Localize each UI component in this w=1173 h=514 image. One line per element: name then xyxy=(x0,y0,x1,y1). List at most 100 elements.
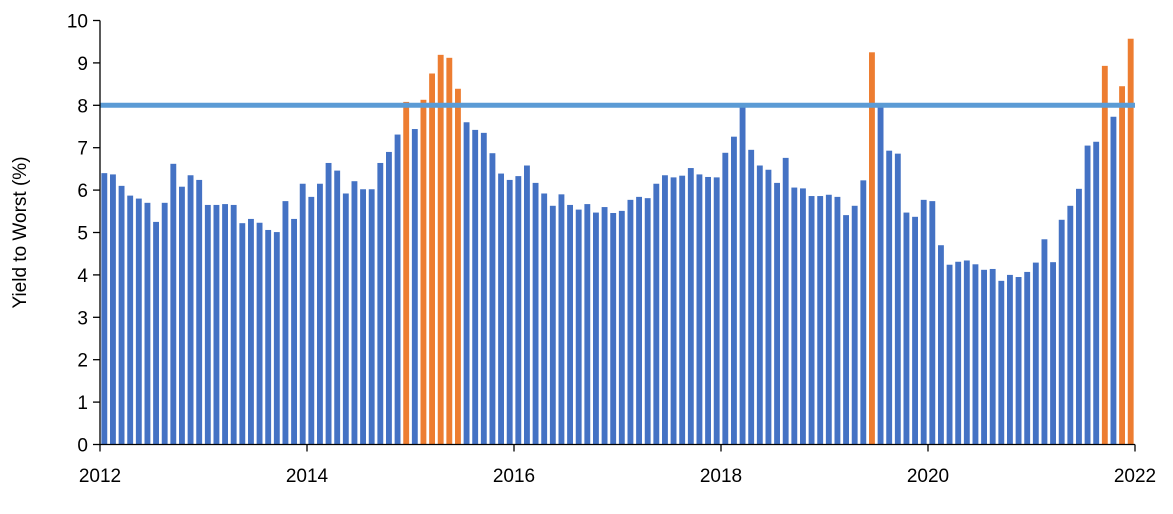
bar xyxy=(894,153,901,445)
bar xyxy=(679,175,686,445)
bar xyxy=(239,223,246,445)
bar xyxy=(420,99,427,445)
bar xyxy=(472,129,479,445)
bar xyxy=(1050,262,1056,445)
bar xyxy=(782,157,789,445)
bar xyxy=(653,183,660,445)
x-tick-label: 2020 xyxy=(907,466,949,487)
bar xyxy=(429,73,435,445)
bar xyxy=(489,153,496,445)
bar xyxy=(722,152,729,445)
bar xyxy=(127,195,134,445)
bar xyxy=(1076,188,1082,445)
bar xyxy=(731,136,737,445)
bar xyxy=(1084,145,1091,445)
bar xyxy=(498,173,504,445)
bar xyxy=(1110,116,1117,445)
bar xyxy=(1127,38,1134,445)
y-tick-label: 4 xyxy=(77,266,88,287)
bar xyxy=(938,245,944,445)
bar xyxy=(644,198,651,445)
bar xyxy=(110,174,116,445)
bar xyxy=(946,264,953,445)
bar xyxy=(670,177,677,445)
bar xyxy=(1032,262,1039,445)
bar xyxy=(593,212,599,445)
bar xyxy=(1015,277,1022,445)
bar xyxy=(575,209,582,445)
bar xyxy=(196,179,203,445)
bar xyxy=(687,168,694,445)
bar xyxy=(377,162,384,445)
bar xyxy=(696,174,703,445)
bar xyxy=(860,180,867,445)
bar xyxy=(1058,219,1065,445)
y-tick-label: 0 xyxy=(77,436,88,457)
bar xyxy=(567,204,573,445)
axes xyxy=(99,20,1135,446)
bar xyxy=(817,196,824,445)
bar xyxy=(1093,141,1100,445)
bar xyxy=(739,105,746,445)
bar xyxy=(248,218,254,445)
bar xyxy=(282,201,289,445)
bar xyxy=(1119,86,1125,445)
bar xyxy=(515,176,522,445)
y-tick-label: 7 xyxy=(77,139,88,160)
bar xyxy=(869,52,875,445)
bar xyxy=(317,183,323,445)
bar xyxy=(929,201,936,445)
bar xyxy=(541,193,548,445)
bar xyxy=(1067,205,1074,445)
bar xyxy=(170,163,177,445)
bar xyxy=(342,193,349,445)
bar xyxy=(411,129,418,445)
bar xyxy=(308,196,315,445)
bar xyxy=(179,186,185,445)
bar xyxy=(144,202,151,445)
bar xyxy=(972,264,979,445)
y-tick-label: 5 xyxy=(77,224,88,245)
bar xyxy=(1101,65,1108,445)
bar xyxy=(989,268,996,445)
bar xyxy=(774,182,780,445)
bar xyxy=(360,189,366,445)
y-tick-label: 2 xyxy=(77,351,88,372)
bar xyxy=(920,199,927,445)
bar xyxy=(368,189,375,445)
bar xyxy=(963,260,970,445)
bar xyxy=(204,204,211,445)
bar xyxy=(610,213,617,445)
bar xyxy=(403,101,410,445)
y-tick-label: 1 xyxy=(77,393,88,414)
bar xyxy=(903,212,910,445)
bar xyxy=(480,132,487,445)
bar xyxy=(791,187,798,445)
bar xyxy=(662,175,668,445)
x-tick-label: 2018 xyxy=(700,466,742,487)
bar xyxy=(161,202,168,445)
bar xyxy=(463,122,470,445)
bar xyxy=(851,205,858,445)
bar xyxy=(549,205,556,445)
bar xyxy=(601,207,608,445)
bar xyxy=(998,280,1005,445)
bar xyxy=(446,57,453,445)
bar xyxy=(213,204,220,445)
bar xyxy=(800,188,806,445)
bar xyxy=(455,88,461,445)
bar xyxy=(153,221,159,445)
bar xyxy=(386,151,392,445)
bar xyxy=(981,269,987,445)
bar xyxy=(394,134,401,445)
bar xyxy=(334,170,341,445)
x-axis-ticks: 2012 2014 2016 2018 2020 2022 xyxy=(79,444,1156,487)
bar xyxy=(618,210,625,445)
bar xyxy=(135,198,142,445)
bar xyxy=(351,181,358,445)
bar xyxy=(834,196,841,445)
bar xyxy=(1007,274,1013,445)
bar xyxy=(558,194,565,445)
bar xyxy=(101,173,108,445)
bar xyxy=(765,169,772,445)
